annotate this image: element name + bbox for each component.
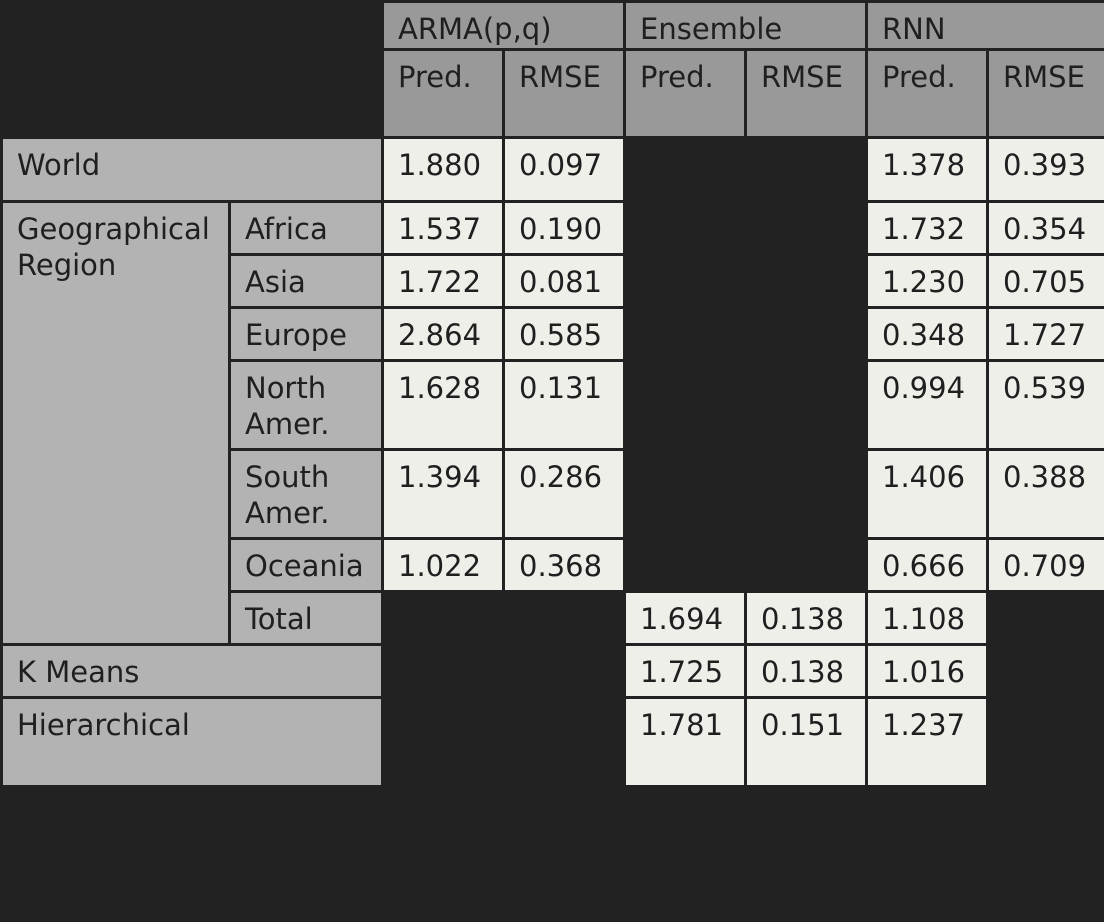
header-row-sub: Pred. RMSE Pred. RMSE Pred. RMSE — [2, 48, 1104, 139]
cell-north-amer-arma-pred: 1.628 — [381, 359, 505, 451]
cell-south-amer-arma-rmse: 0.286 — [501, 448, 627, 540]
cell-hier-ensemble-rmse: 0.151 — [744, 696, 869, 788]
header-rnn-rmse: RMSE — [986, 48, 1104, 139]
row-label-africa: Africa — [228, 200, 384, 256]
header-arma: ARMA(p,q) — [380, 0, 627, 51]
table-row-kmeans: K Means 1.725 0.138 1.016 — [0, 643, 1104, 788]
table-row-hierarchical: Hierarchical 1.781 0.151 1.237 — [0, 696, 1104, 788]
cell-total-ensemble-pred: 1.694 — [623, 590, 748, 646]
results-table: ARMA(p,q) Ensemble RNN Pred. RMSE Pred. … — [0, 0, 1104, 788]
header-ensemble-rmse: RMSE — [744, 48, 869, 139]
header-arma-rmse: RMSE — [501, 48, 627, 139]
header-rnn: RNN — [865, 0, 1104, 51]
cell-oceania-rnn-rmse: 0.709 — [986, 537, 1104, 593]
cell-total-rnn-pred: 1.108 — [865, 590, 990, 646]
corner-cell — [0, 0, 384, 139]
cell-africa-rnn-pred: 1.732 — [865, 200, 990, 256]
row-label-south-amer: South Amer. — [228, 448, 384, 540]
cell-south-amer-rnn-rmse: 0.388 — [986, 448, 1104, 540]
header-row-groups: ARMA(p,q) Ensemble RNN — [0, 0, 1104, 139]
row-label-total: Total — [228, 590, 384, 646]
cell-north-amer-rnn-rmse: 0.539 — [986, 359, 1104, 451]
cell-north-amer-arma-rmse: 0.131 — [501, 359, 627, 451]
table-row-oceania: Oceania 1.022 0.368 0.666 0.709 — [2, 537, 1104, 593]
arma-empty-total — [380, 590, 627, 646]
cell-oceania-arma-rmse: 0.368 — [501, 537, 627, 593]
cell-world-rnn-pred: 1.378 — [865, 136, 990, 203]
cell-total-ensemble-rmse: 0.138 — [744, 590, 869, 646]
cell-world-arma-pred: 1.880 — [381, 136, 505, 203]
cell-oceania-arma-pred: 1.022 — [381, 537, 505, 593]
cell-asia-rnn-pred: 1.230 — [865, 253, 990, 309]
table-row-africa: Geographical Region Africa 1.537 0.190 1… — [0, 200, 1104, 646]
table-row-north-amer: North Amer. 1.628 0.131 0.994 0.539 — [2, 359, 1104, 451]
cell-europe-rnn-rmse: 1.727 — [986, 306, 1104, 362]
ensemble-empty-block — [623, 136, 869, 540]
cell-kmeans-ensemble-rmse: 0.138 — [744, 643, 869, 699]
table-row-world: World 1.880 0.097 1.378 0.393 — [0, 136, 1104, 540]
table-row-south-amer: South Amer. 1.394 0.286 1.406 0.388 — [2, 448, 1104, 540]
cell-south-amer-arma-pred: 1.394 — [381, 448, 505, 540]
row-label-kmeans: K Means — [0, 643, 384, 699]
cell-world-rnn-rmse: 0.393 — [986, 136, 1104, 203]
header-arma-pred: Pred. — [381, 48, 505, 139]
row-label-hierarchical: Hierarchical — [0, 696, 384, 788]
cell-africa-rnn-rmse: 0.354 — [986, 200, 1104, 256]
arma-empty-cluster-block — [380, 643, 627, 788]
cell-world-arma-rmse: 0.097 — [501, 136, 627, 203]
ensemble-empty-oceania — [623, 537, 869, 593]
cell-africa-arma-rmse: 0.190 — [501, 200, 627, 256]
row-label-oceania: Oceania — [228, 537, 384, 593]
row-label-world: World — [0, 136, 384, 203]
cell-hier-rnn-pred: 1.237 — [865, 696, 990, 788]
cell-asia-rnn-rmse: 0.705 — [986, 253, 1104, 309]
cell-europe-arma-rmse: 0.585 — [501, 306, 627, 362]
table-row-europe: Europe 2.864 0.585 0.348 1.727 — [2, 306, 1104, 362]
cell-kmeans-ensemble-pred: 1.725 — [623, 643, 748, 699]
cell-europe-arma-pred: 2.864 — [381, 306, 505, 362]
row-label-europe: Europe — [228, 306, 384, 362]
header-rnn-pred: Pred. — [865, 48, 990, 139]
cell-europe-rnn-pred: 0.348 — [865, 306, 990, 362]
cell-north-amer-rnn-pred: 0.994 — [865, 359, 990, 451]
table-row-asia: Asia 1.722 0.081 1.230 0.705 — [2, 253, 1104, 309]
row-label-north-amer: North Amer. — [228, 359, 384, 451]
header-ensemble: Ensemble — [623, 0, 869, 51]
cell-africa-arma-pred: 1.537 — [381, 200, 505, 256]
cell-south-amer-rnn-pred: 1.406 — [865, 448, 990, 540]
cell-asia-arma-rmse: 0.081 — [501, 253, 627, 309]
cell-oceania-rnn-pred: 0.666 — [865, 537, 990, 593]
cell-kmeans-rnn-pred: 1.016 — [865, 643, 990, 699]
rnn-rmse-empty-block — [986, 590, 1104, 788]
cell-hier-ensemble-pred: 1.781 — [623, 696, 748, 788]
header-ensemble-pred: Pred. — [623, 48, 748, 139]
row-label-asia: Asia — [228, 253, 384, 309]
cell-asia-arma-pred: 1.722 — [381, 253, 505, 309]
row-group-geographical-region: Geographical Region — [0, 200, 231, 646]
table-row-total: Total 1.694 0.138 1.108 — [2, 590, 1104, 788]
